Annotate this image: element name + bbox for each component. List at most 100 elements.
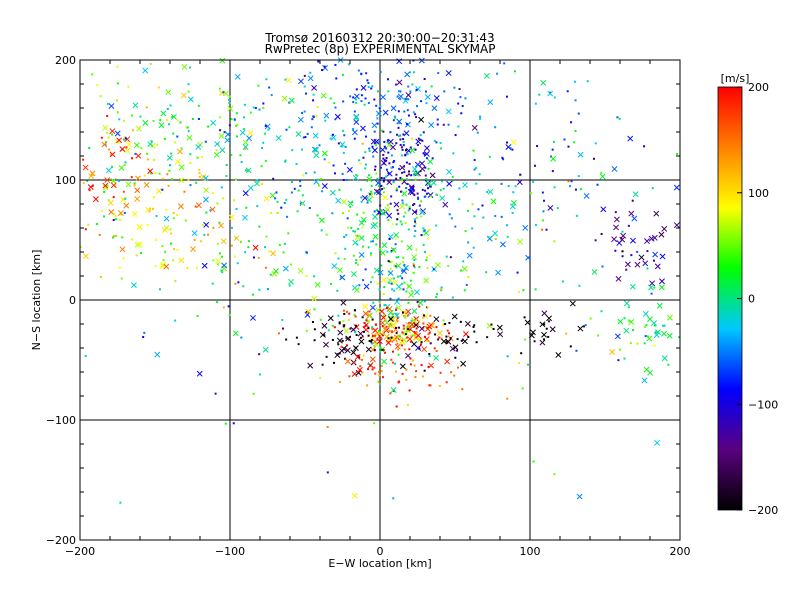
data-point-x — [658, 284, 665, 291]
data-point-x — [174, 158, 181, 165]
data-point-x — [181, 63, 188, 70]
data-point-dot — [317, 184, 320, 187]
data-point-dot — [422, 322, 425, 325]
data-point-dot — [431, 157, 434, 160]
data-point-dot — [342, 309, 345, 312]
data-point-dot — [402, 133, 405, 136]
data-point-dot — [362, 354, 365, 357]
data-point-dot — [426, 305, 429, 308]
data-point-x — [419, 209, 425, 216]
data-point-dot — [252, 256, 255, 259]
data-point-dot — [327, 161, 330, 164]
data-point-x — [623, 300, 630, 307]
data-point-dot — [91, 184, 94, 187]
data-point-dot — [227, 305, 230, 308]
data-point-dot — [258, 225, 261, 228]
data-point-x — [360, 84, 367, 91]
data-point-dot — [379, 166, 382, 169]
data-point-dot — [616, 116, 619, 119]
data-point-x — [505, 144, 512, 150]
data-point-dot — [403, 263, 406, 266]
data-point-dot — [309, 71, 312, 74]
data-point-x — [428, 362, 435, 369]
data-point-x — [134, 241, 141, 248]
data-point-x — [339, 141, 346, 148]
data-point-x — [227, 105, 234, 112]
data-point-dot — [367, 174, 370, 177]
data-point-x — [170, 113, 177, 120]
data-point-dot — [338, 322, 341, 325]
data-point-dot — [653, 344, 656, 347]
data-point-dot — [467, 241, 470, 244]
data-point-dot — [189, 184, 192, 187]
data-point-x — [634, 261, 641, 268]
data-point-dot — [646, 250, 649, 253]
data-point-x — [464, 320, 471, 327]
data-point-dot — [461, 105, 464, 108]
data-point-dot — [114, 184, 117, 187]
data-point-dot — [390, 330, 393, 333]
data-point-x — [406, 283, 413, 290]
data-point-dot — [347, 226, 350, 229]
data-point-dot — [464, 97, 467, 100]
data-point-dot — [299, 180, 302, 183]
data-point-dot — [408, 162, 411, 165]
data-point-dot — [395, 312, 398, 315]
data-point-dot — [405, 178, 408, 181]
data-point-dot — [289, 263, 292, 266]
data-point-x — [239, 129, 246, 136]
data-point-dot — [383, 177, 386, 180]
data-point-dot — [362, 245, 365, 248]
data-point-x — [577, 151, 584, 158]
data-point-dot — [395, 309, 398, 312]
data-point-dot — [377, 370, 380, 373]
data-point-x — [646, 335, 653, 342]
data-point-dot — [620, 237, 623, 240]
data-point-dot — [399, 138, 402, 141]
data-point-dot — [387, 179, 390, 182]
data-point-x — [228, 214, 235, 221]
data-point-dot — [388, 329, 391, 332]
data-point-dot — [302, 136, 305, 139]
data-point-dot — [541, 228, 544, 231]
data-point-x — [339, 274, 346, 281]
data-point-x — [350, 349, 357, 356]
data-point-dot — [636, 250, 639, 253]
data-point-x — [263, 195, 270, 202]
data-point-x — [369, 304, 376, 311]
data-point-dot — [406, 183, 409, 186]
data-point-dot — [461, 388, 464, 391]
data-point-dot — [107, 136, 110, 139]
colorbar-tick-label: 200 — [748, 81, 769, 94]
data-point-x — [403, 130, 410, 137]
data-point-dot — [118, 266, 121, 269]
data-point-x — [247, 185, 254, 191]
data-point-dot — [370, 340, 373, 343]
data-point-dot — [380, 370, 383, 373]
data-point-dot — [131, 129, 134, 132]
data-point-dot — [131, 157, 134, 160]
data-point-dot — [106, 102, 109, 105]
data-point-dot — [386, 250, 389, 253]
data-point-dot — [378, 374, 381, 377]
data-point-dot — [236, 123, 239, 126]
data-point-dot — [367, 334, 370, 337]
data-point-dot — [296, 210, 299, 213]
data-point-dot — [387, 78, 390, 81]
data-point-dot — [361, 226, 364, 229]
data-point-x — [202, 196, 209, 203]
data-point-dot — [511, 148, 514, 151]
data-point-dot — [506, 397, 509, 400]
data-point-x — [360, 216, 367, 223]
data-point-dot — [663, 324, 666, 327]
data-point-x — [643, 366, 650, 373]
data-point-dot — [251, 293, 254, 296]
data-point-dot — [374, 144, 377, 147]
data-point-dot — [361, 316, 364, 319]
data-point-dot — [425, 177, 428, 180]
data-point-x — [136, 241, 143, 248]
data-point-x — [384, 206, 391, 213]
data-point-dot — [288, 126, 291, 129]
data-point-dot — [394, 117, 397, 120]
data-point-x — [440, 338, 447, 345]
